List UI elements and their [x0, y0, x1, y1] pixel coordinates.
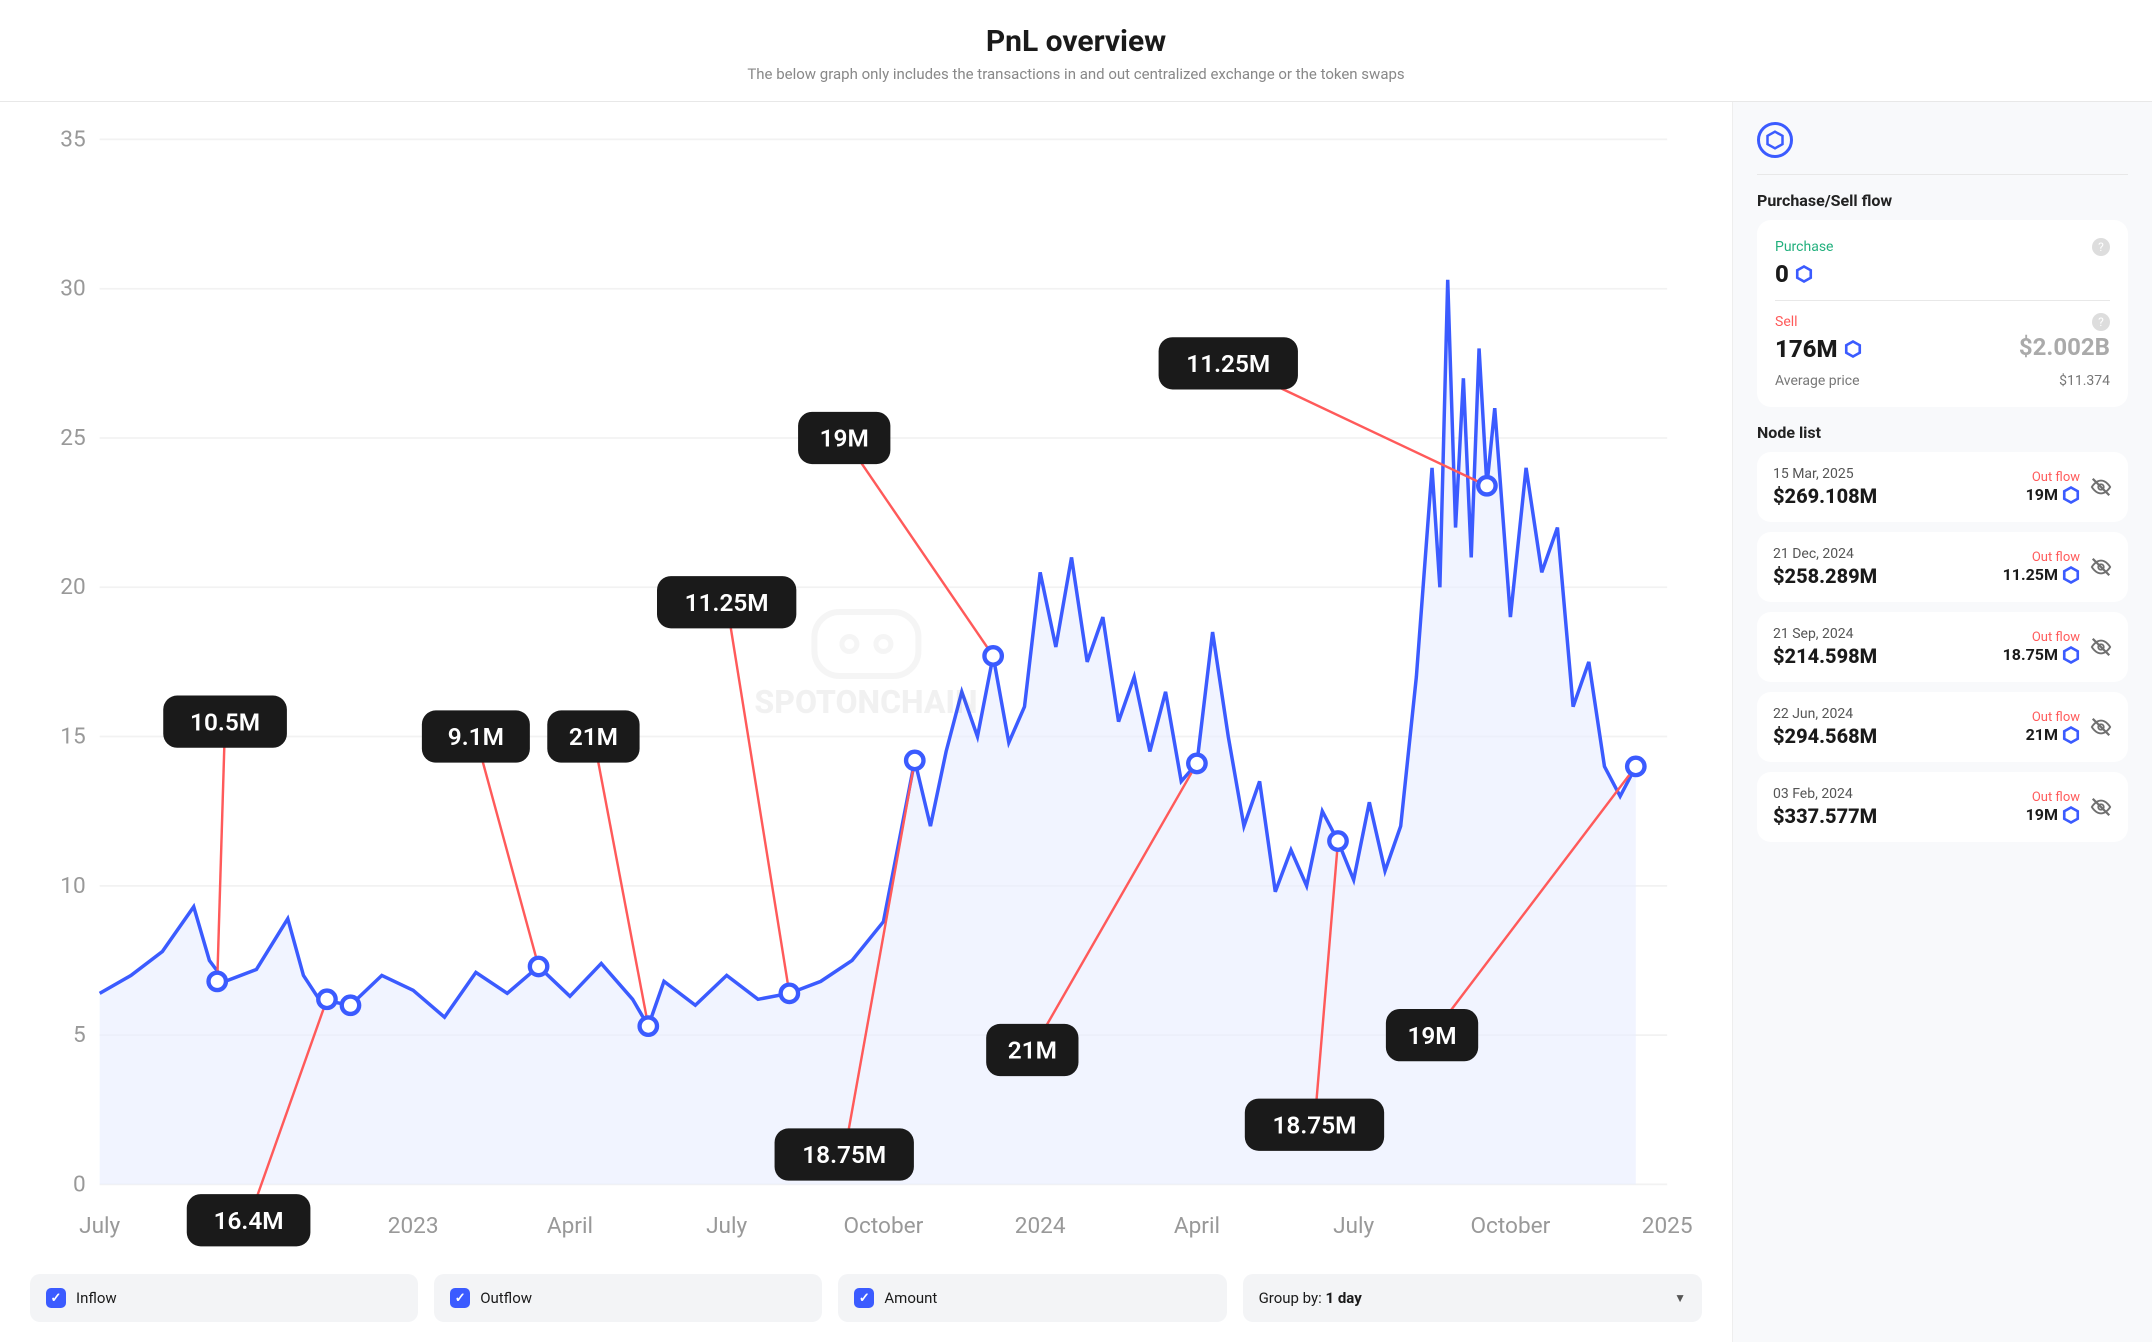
svg-text:35: 35: [60, 125, 85, 152]
page-title: PnL overview: [0, 24, 2152, 59]
check-icon: [450, 1288, 470, 1308]
svg-text:October: October: [1470, 1212, 1550, 1239]
node-date: 03 Feb, 2024: [1773, 786, 1877, 802]
node-date: 22 Jun, 2024: [1773, 706, 1877, 722]
page-subtitle: The below graph only includes the transa…: [0, 65, 2152, 83]
avg-price-value: $11.374: [2059, 373, 2110, 389]
purchase-value: 0: [1775, 260, 1789, 288]
svg-text:30: 30: [60, 275, 85, 302]
node-amount: $258.289M: [1773, 564, 1877, 588]
node-list-item[interactable]: 15 Mar, 2025 $269.108M Out flow 19M: [1757, 452, 2128, 522]
eye-off-icon[interactable]: [2090, 716, 2112, 738]
node-amount: $269.108M: [1773, 484, 1877, 508]
help-icon[interactable]: ?: [2092, 238, 2110, 256]
inflow-checkbox[interactable]: Inflow: [30, 1274, 418, 1322]
token-hex-icon: [2062, 726, 2080, 744]
svg-text:19M: 19M: [820, 424, 869, 453]
token-hex-icon: [2062, 486, 2080, 504]
eye-off-icon[interactable]: [2090, 796, 2112, 818]
node-list-item[interactable]: 22 Jun, 2024 $294.568M Out flow 21M: [1757, 692, 2128, 762]
token-hex-icon: [1844, 340, 1862, 358]
svg-text:April: April: [547, 1212, 593, 1239]
node-flow-type: Out flow: [2026, 790, 2080, 805]
eye-off-icon[interactable]: [2090, 636, 2112, 658]
svg-text:9.1M: 9.1M: [448, 722, 504, 751]
svg-text:2025: 2025: [1642, 1212, 1693, 1239]
svg-text:11.25M: 11.25M: [1186, 349, 1270, 378]
svg-text:11.25M: 11.25M: [685, 588, 769, 617]
node-amount: $294.568M: [1773, 724, 1877, 748]
group-by-select[interactable]: Group by: 1 day ▼: [1243, 1274, 1702, 1322]
node-flow-type: Out flow: [2003, 550, 2080, 565]
node-flow-type: Out flow: [2026, 470, 2080, 485]
node-flow-type: Out flow: [2003, 630, 2080, 645]
token-hex-icon: [2062, 806, 2080, 824]
node-flow-amount: 11.25M: [2003, 565, 2080, 584]
node-flow-amount: 19M: [2026, 805, 2080, 824]
node-flow-amount: 21M: [2026, 725, 2080, 744]
svg-text:25: 25: [60, 424, 85, 451]
svg-text:2023: 2023: [388, 1212, 439, 1239]
sell-label: Sell: [1775, 314, 1798, 330]
node-date: 21 Dec, 2024: [1773, 546, 1877, 562]
eye-off-icon[interactable]: [2090, 556, 2112, 578]
amount-checkbox[interactable]: Amount: [838, 1274, 1226, 1322]
svg-text:April: April: [1174, 1212, 1220, 1239]
node-flow-type: Out flow: [2026, 710, 2080, 725]
chevron-down-icon: ▼: [1674, 1291, 1686, 1305]
token-icon: [1757, 122, 1793, 158]
node-list-item[interactable]: 21 Dec, 2024 $258.289M Out flow 11.25M: [1757, 532, 2128, 602]
node-list-item[interactable]: 03 Feb, 2024 $337.577M Out flow 19M: [1757, 772, 2128, 842]
node-flow-amount: 19M: [2026, 485, 2080, 504]
check-icon: [854, 1288, 874, 1308]
outflow-checkbox[interactable]: Outflow: [434, 1274, 822, 1322]
svg-text:10.5M: 10.5M: [190, 707, 260, 736]
node-amount: $214.598M: [1773, 644, 1877, 668]
node-flow-amount: 18.75M: [2003, 645, 2080, 664]
svg-text:0: 0: [73, 1170, 86, 1197]
svg-text:21M: 21M: [1008, 1036, 1057, 1065]
svg-text:20: 20: [60, 573, 85, 600]
help-icon[interactable]: ?: [2092, 313, 2110, 331]
sell-usd: $2.002B: [2019, 333, 2110, 361]
node-amount: $337.577M: [1773, 804, 1877, 828]
svg-text:10: 10: [60, 872, 85, 899]
node-date: 15 Mar, 2025: [1773, 466, 1877, 482]
node-list-title: Node list: [1757, 423, 2128, 442]
token-hex-icon: [1795, 265, 1813, 283]
sell-value: 176M: [1775, 335, 1838, 363]
node-date: 21 Sep, 2024: [1773, 626, 1877, 642]
svg-text:2024: 2024: [1015, 1212, 1066, 1239]
token-hex-icon: [2062, 646, 2080, 664]
token-hex-icon: [2062, 566, 2080, 584]
pnl-chart: 05101520253035JulyOctober2023AprilJulyOc…: [30, 122, 1702, 1254]
check-icon: [46, 1288, 66, 1308]
svg-text:October: October: [843, 1212, 923, 1239]
svg-text:18.75M: 18.75M: [1272, 1110, 1356, 1139]
node-list-item[interactable]: 21 Sep, 2024 $214.598M Out flow 18.75M: [1757, 612, 2128, 682]
sidebar: Purchase/Sell flow Purchase ? 0 Sell ?: [1732, 102, 2152, 1342]
svg-text:15: 15: [60, 723, 85, 750]
svg-text:July: July: [1333, 1212, 1374, 1239]
svg-text:July: July: [79, 1212, 120, 1239]
page-header: PnL overview The below graph only includ…: [0, 0, 2152, 102]
purchase-label: Purchase: [1775, 239, 1833, 255]
eye-off-icon[interactable]: [2090, 476, 2112, 498]
svg-text:16.4M: 16.4M: [214, 1206, 284, 1235]
svg-text:21M: 21M: [569, 722, 618, 751]
purchase-card: Purchase ? 0 Sell ? 176M $2.0: [1757, 220, 2128, 407]
svg-text:18.75M: 18.75M: [802, 1140, 886, 1169]
svg-text:19M: 19M: [1407, 1021, 1456, 1050]
avg-price-label: Average price: [1775, 373, 1860, 389]
flow-section-title: Purchase/Sell flow: [1757, 191, 2128, 210]
svg-text:5: 5: [73, 1021, 86, 1048]
chart-area: SPOTONCHAIN 05101520253035JulyOctober202…: [30, 122, 1702, 1254]
svg-text:July: July: [706, 1212, 747, 1239]
